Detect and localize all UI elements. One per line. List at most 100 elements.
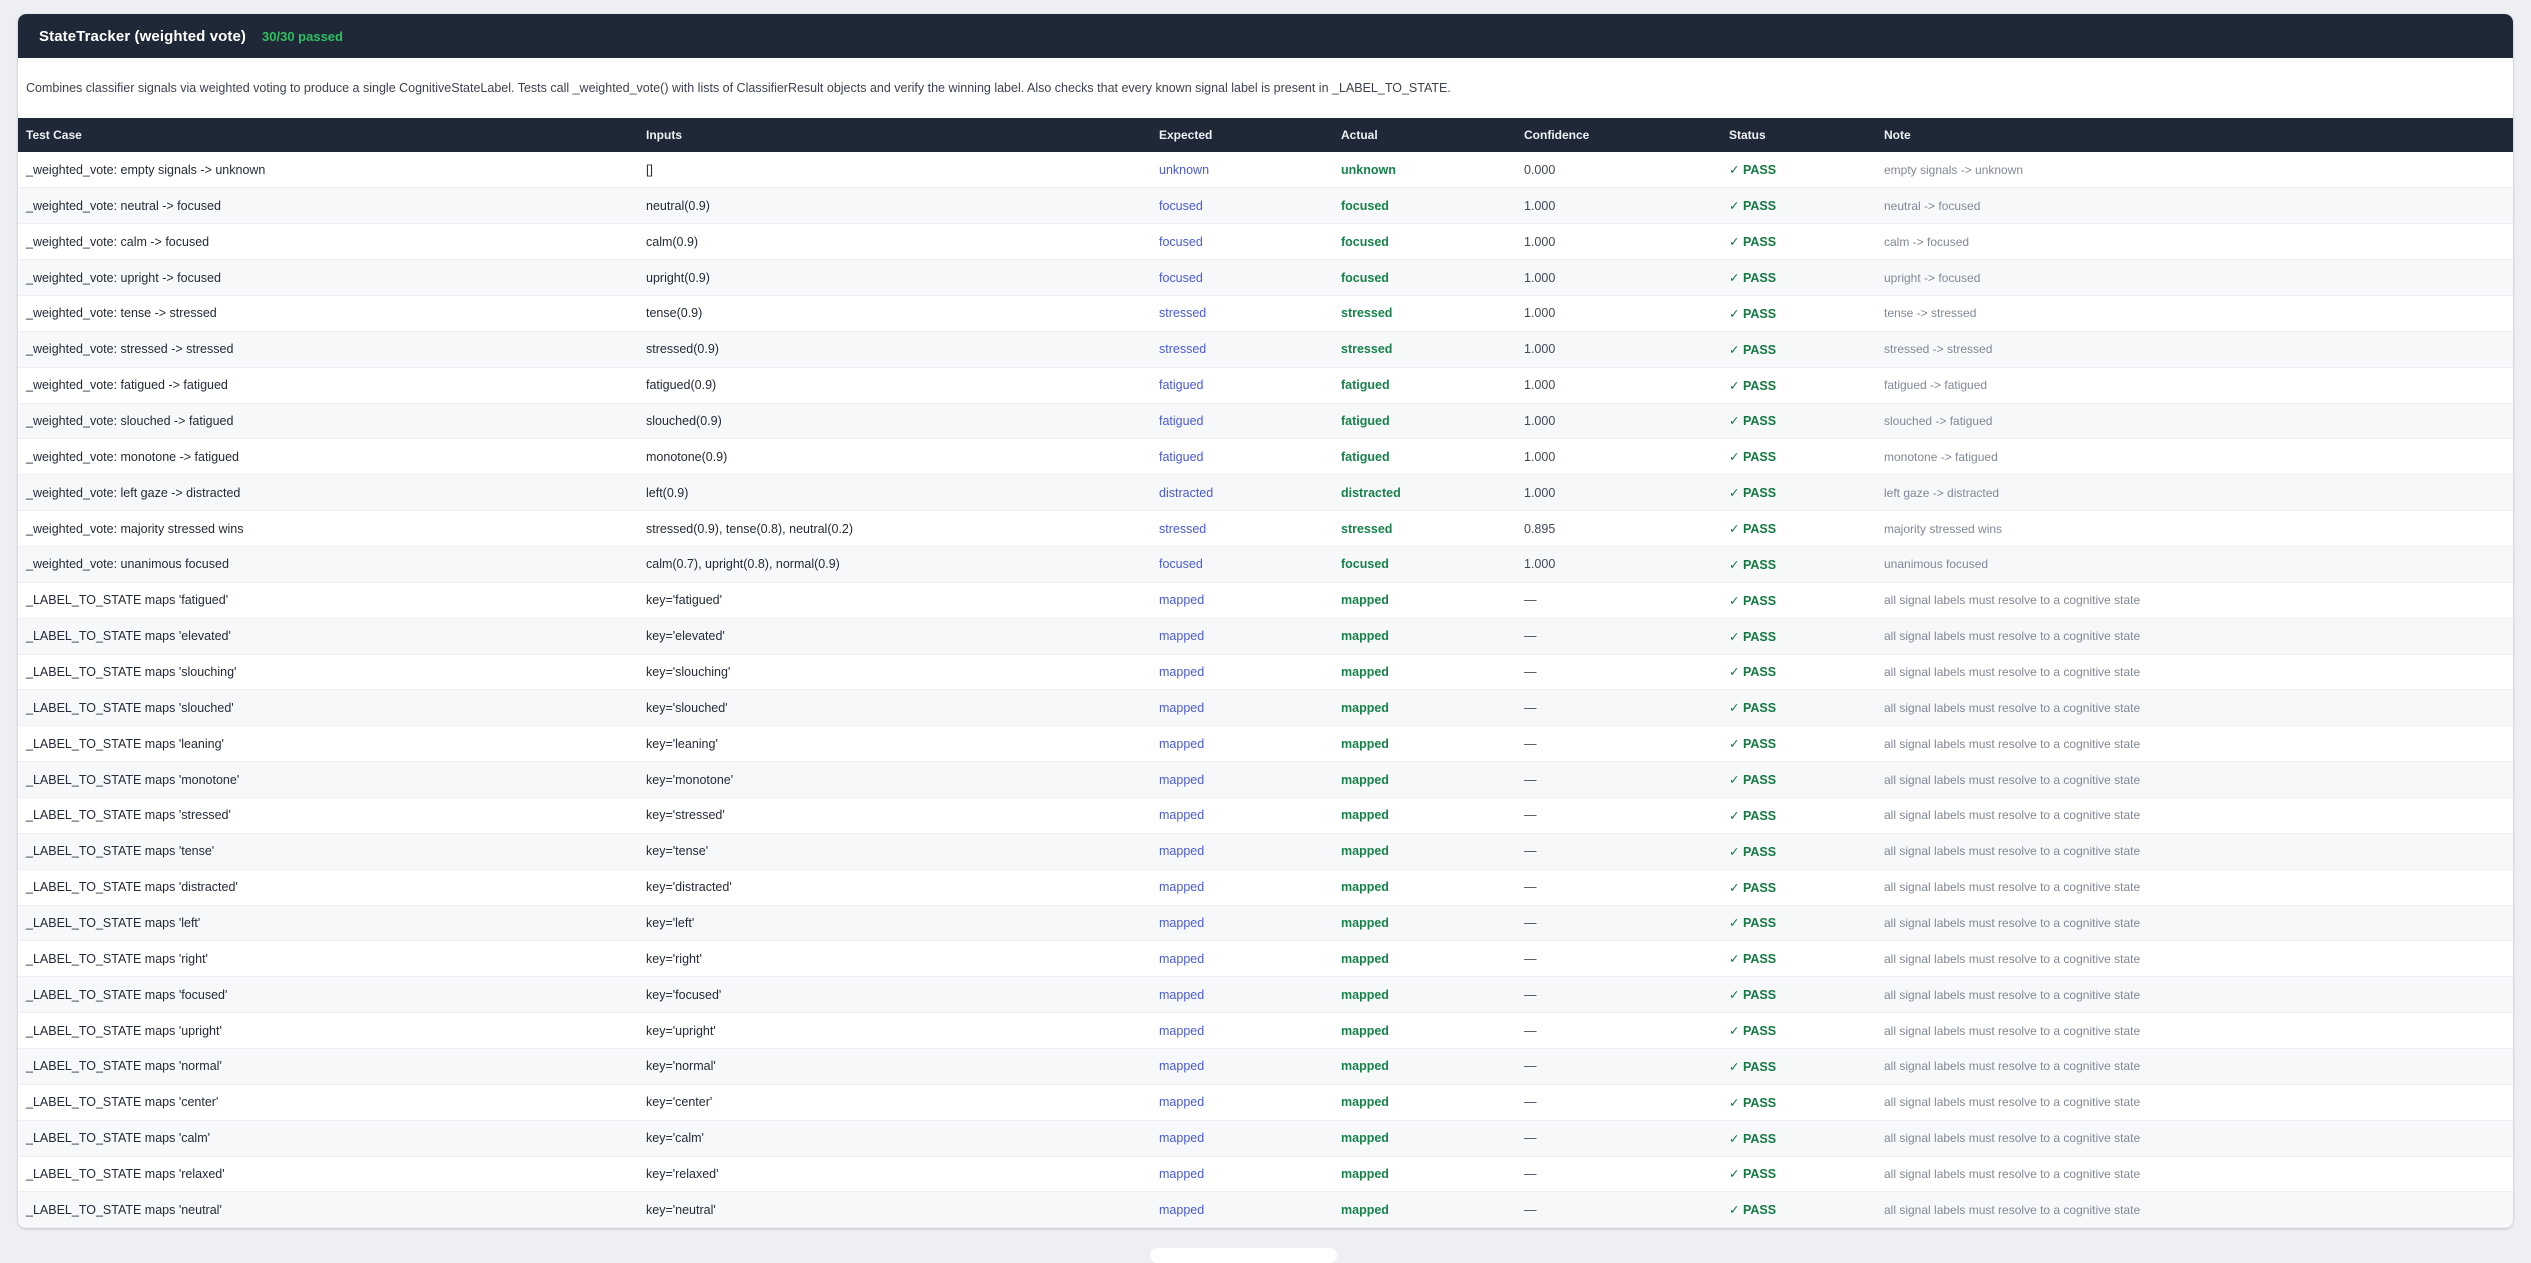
column-header-test-case: Test Case [18, 118, 638, 152]
note-cell: majority stressed wins [1876, 510, 2513, 547]
pass-check-icon: ✓ [1729, 952, 1743, 967]
pass-status-label: PASS [1742, 1167, 1777, 1182]
pass-status-label: PASS [1742, 557, 1777, 572]
actual-cell: mapped [1333, 1048, 1516, 1085]
inputs-cell: key='center' [638, 1084, 1151, 1121]
confidence-cell: — [1516, 905, 1721, 942]
pass-status-label: PASS [1742, 378, 1777, 393]
test-case-cell: _LABEL_TO_STATE maps 'monotone' [18, 761, 638, 798]
test-case-cell: _weighted_vote: empty signals -> unknown [18, 152, 638, 189]
inputs-cell: key='normal' [638, 1048, 1151, 1085]
confidence-cell: — [1516, 1191, 1721, 1229]
test-case-cell: _weighted_vote: tense -> stressed [18, 295, 638, 332]
test-case-cell: _LABEL_TO_STATE maps 'right' [18, 940, 638, 978]
status-cell: ✓ PASS [1721, 689, 1876, 727]
table-row: _weighted_vote: stressed -> stressed stre… [18, 331, 2513, 368]
test-case-cell: _LABEL_TO_STATE maps 'upright' [18, 1012, 638, 1049]
actual-cell: mapped [1333, 1156, 1516, 1193]
inputs-cell: key='distracted' [638, 869, 1151, 906]
table-row: _LABEL_TO_STATE maps 'stressed' key='stre… [18, 797, 2513, 834]
note-cell: empty signals -> unknown [1876, 152, 2513, 189]
note-cell: all signal labels must resolve to a cogn… [1876, 1120, 2513, 1157]
status-cell: ✓ PASS [1721, 152, 1876, 189]
confidence-cell: 1.000 [1516, 331, 1721, 368]
status-cell: ✓ PASS [1721, 259, 1876, 296]
note-cell: unanimous focused [1876, 546, 2513, 583]
table-row: _LABEL_TO_STATE maps 'focused' key='focus… [18, 976, 2513, 1014]
actual-cell: focused [1333, 259, 1516, 296]
actual-cell: mapped [1333, 761, 1516, 798]
pass-check-icon: ✓ [1729, 522, 1743, 537]
note-cell: tense -> stressed [1876, 295, 2513, 332]
table-row: _LABEL_TO_STATE maps 'neutral' key='neutr… [18, 1191, 2513, 1229]
confidence-cell: — [1516, 1156, 1721, 1193]
column-header-inputs: Inputs [638, 118, 1151, 152]
note-cell: left gaze -> distracted [1876, 474, 2513, 512]
column-header-note: Note [1876, 118, 2513, 152]
inputs-cell: key='tense' [638, 833, 1151, 870]
pass-check-icon: ✓ [1729, 1203, 1743, 1218]
pass-status-label: PASS [1742, 522, 1777, 537]
pass-check-icon: ✓ [1729, 1059, 1743, 1074]
note-cell: neutral -> focused [1876, 187, 2513, 225]
status-cell: ✓ PASS [1721, 331, 1876, 368]
confidence-cell: — [1516, 1120, 1721, 1157]
note-cell: all signal labels must resolve to a cogn… [1876, 976, 2513, 1014]
pass-status-label: PASS [1742, 1024, 1777, 1039]
table-row: _weighted_vote: left gaze -> distracted l… [18, 474, 2513, 512]
expected-cell: mapped [1151, 1048, 1333, 1085]
inputs-cell: key='focused' [638, 976, 1151, 1014]
pass-check-icon: ✓ [1729, 163, 1743, 178]
inputs-cell: key='calm' [638, 1120, 1151, 1157]
table-row: _weighted_vote: fatigued -> fatigued fati… [18, 367, 2513, 404]
inputs-cell: key='slouching' [638, 654, 1151, 691]
actual-cell: mapped [1333, 689, 1516, 727]
pass-check-icon: ✓ [1729, 486, 1743, 501]
expected-cell: mapped [1151, 833, 1333, 870]
confidence-cell: 1.000 [1516, 367, 1721, 404]
confidence-cell: 1.000 [1516, 546, 1721, 583]
pass-status-label: PASS [1742, 1131, 1777, 1146]
pass-status-label: PASS [1742, 808, 1777, 823]
pass-status-label: PASS [1742, 414, 1777, 429]
pass-status-label: PASS [1742, 450, 1777, 465]
expected-cell: mapped [1151, 654, 1333, 691]
actual-cell: mapped [1333, 725, 1516, 763]
table-row: _weighted_vote: calm -> focused calm(0.9)… [18, 223, 2513, 261]
test-case-cell: _LABEL_TO_STATE maps 'left' [18, 905, 638, 942]
status-cell: ✓ PASS [1721, 1191, 1876, 1229]
inputs-cell: left(0.9) [638, 474, 1151, 512]
inputs-cell: upright(0.9) [638, 259, 1151, 296]
confidence-cell: — [1516, 761, 1721, 798]
actual-cell: mapped [1333, 869, 1516, 906]
test-case-cell: _LABEL_TO_STATE maps 'leaning' [18, 725, 638, 763]
expected-cell: stressed [1151, 295, 1333, 332]
test-case-cell: _weighted_vote: neutral -> focused [18, 187, 638, 225]
test-case-cell: _LABEL_TO_STATE maps 'fatigued' [18, 582, 638, 619]
status-cell: ✓ PASS [1721, 833, 1876, 870]
confidence-cell: — [1516, 869, 1721, 906]
note-cell: all signal labels must resolve to a cogn… [1876, 654, 2513, 691]
expected-cell: mapped [1151, 797, 1333, 834]
confidence-cell: — [1516, 654, 1721, 691]
confidence-cell: — [1516, 618, 1721, 655]
test-case-cell: _LABEL_TO_STATE maps 'slouching' [18, 654, 638, 691]
pass-status-label: PASS [1742, 271, 1777, 285]
expected-cell: distracted [1151, 474, 1333, 512]
inputs-cell: key='fatigued' [638, 582, 1151, 619]
test-suite-card: StateTracker (weighted vote) 30/30 passe… [18, 14, 2513, 1229]
actual-cell: mapped [1333, 940, 1516, 978]
pass-status-label: PASS [1742, 1059, 1777, 1074]
bottom-scroll-thumb[interactable] [1150, 1248, 1337, 1263]
test-case-cell: _weighted_vote: stressed -> stressed [18, 331, 638, 368]
note-cell: all signal labels must resolve to a cogn… [1876, 1012, 2513, 1049]
expected-cell: fatigued [1151, 403, 1333, 440]
suite-header: StateTracker (weighted vote) 30/30 passe… [18, 14, 2513, 58]
status-cell: ✓ PASS [1721, 797, 1876, 834]
pass-status-label: PASS [1742, 306, 1777, 321]
confidence-cell: 1.000 [1516, 403, 1721, 440]
pass-status-label: PASS [1742, 1203, 1777, 1218]
table-row: _weighted_vote: neutral -> focused neutra… [18, 187, 2513, 225]
results-table: Test Case Inputs Expected Actual Confidence S… [18, 118, 2513, 1229]
table-row: _LABEL_TO_STATE maps 'leaning' key='leani… [18, 725, 2513, 763]
